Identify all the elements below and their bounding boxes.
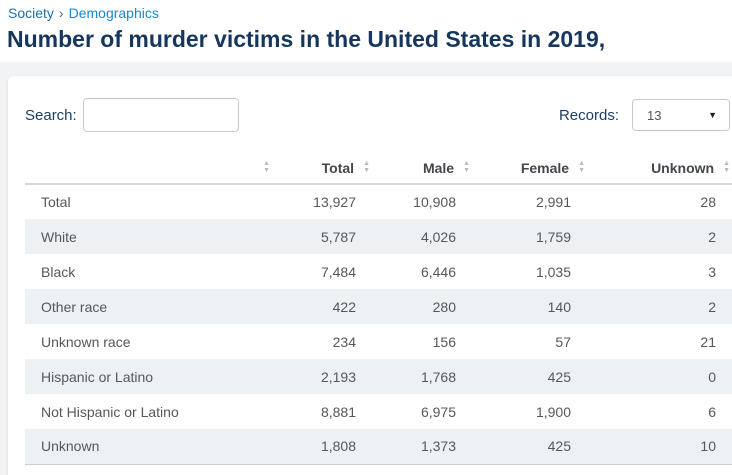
column-header-label: Male xyxy=(422,159,455,176)
sort-icon: ▲ ▼ xyxy=(723,159,730,174)
cell-value: 425 xyxy=(547,368,571,385)
cell-value: 6 xyxy=(708,403,716,420)
cell-value: 2,991 xyxy=(535,194,571,210)
column-header-label: Female xyxy=(520,159,570,176)
column-header-male[interactable]: Male ▲ ▼ xyxy=(380,152,480,185)
table-row: White 5,787 4,026 1,759 2 xyxy=(25,219,732,254)
table-controls: Search: Records: 13 ▼ xyxy=(25,98,730,132)
records-select-value: 13 xyxy=(647,107,662,123)
table-row: Not Hispanic or Latino 8,881 6,975 1,900 6 xyxy=(25,394,732,429)
table-row: Total 13,927 10,908 2,991 28 xyxy=(25,184,732,219)
column-header-blank[interactable]: ▲ ▼ xyxy=(25,152,280,185)
table-card: Search: Records: 13 ▼ xyxy=(8,76,732,475)
cell-value: 1,768 xyxy=(420,368,456,385)
cell-value: 10,908 xyxy=(413,194,456,210)
records-label: Records: xyxy=(558,106,619,124)
sort-icon: ▲ ▼ xyxy=(578,159,585,174)
cell-value: 4,026 xyxy=(420,228,456,245)
breadcrumb-separator: › xyxy=(58,5,64,21)
column-header-female[interactable]: Female ▲ ▼ xyxy=(480,152,595,185)
row-label: Other race xyxy=(41,298,108,315)
search-label: Search: xyxy=(25,106,77,124)
search-input[interactable] xyxy=(82,98,239,132)
caret-down-icon: ▼ xyxy=(708,109,717,120)
table-row: Other race 422 280 140 2 xyxy=(25,289,732,324)
cell-value: 8,881 xyxy=(320,403,356,420)
cell-value: 1,373 xyxy=(380,429,480,465)
cell-value: 7,484 xyxy=(320,263,356,280)
cell-value: 0 xyxy=(708,368,716,385)
cell-value: 13,927 xyxy=(313,194,356,210)
cell-value: 21 xyxy=(700,333,716,350)
cell-value: 280 xyxy=(432,298,456,315)
table-row: Hispanic or Latino 2,193 1,768 425 0 xyxy=(25,359,732,394)
row-label: Unknown race xyxy=(41,333,131,350)
row-label: White xyxy=(41,228,77,245)
cell-value: 1,035 xyxy=(535,263,571,280)
cell-value: 6,446 xyxy=(420,263,456,280)
cell-value: 1,759 xyxy=(535,228,571,245)
cell-value: 5,787 xyxy=(320,228,356,245)
records-group: Records: 13 ▼ xyxy=(559,99,730,131)
breadcrumb: Society › Demographics xyxy=(8,5,159,21)
row-label: Hispanic or Latino xyxy=(41,368,154,385)
cell-value: 3 xyxy=(708,263,716,280)
column-header-label: Unknown xyxy=(651,159,715,176)
page-title: Number of murder victims in the United S… xyxy=(7,26,606,52)
sort-icon: ▲ ▼ xyxy=(463,159,470,174)
cell-value: 425 xyxy=(480,429,595,465)
cell-value: 2 xyxy=(708,228,716,245)
table-row: Unknown 1,808 1,373 425 10 xyxy=(25,429,732,465)
row-label: Not Hispanic or Latino xyxy=(41,403,179,420)
cell-value: 57 xyxy=(555,333,571,350)
column-header-total[interactable]: Total ▲ ▼ xyxy=(280,152,380,185)
table-header: ▲ ▼ Total ▲ ▼ Male ▲ ▼ xyxy=(25,152,732,185)
cell-value: 422 xyxy=(332,298,356,315)
search-group: Search: xyxy=(25,98,239,132)
row-label: Unknown xyxy=(25,429,280,465)
row-label: Total xyxy=(41,194,71,210)
row-label: Black xyxy=(41,263,76,280)
breadcrumb-link-society[interactable]: Society xyxy=(8,5,54,21)
records-select[interactable]: 13 ▼ xyxy=(632,99,730,131)
cell-value: 1,900 xyxy=(535,403,571,420)
column-header-label: Total xyxy=(321,159,355,176)
cell-value: 28 xyxy=(700,194,716,210)
cell-value: 2,193 xyxy=(320,368,356,385)
column-header-unknown[interactable]: Unknown ▲ ▼ xyxy=(595,152,732,185)
cell-value: 156 xyxy=(432,333,456,350)
sort-icon: ▲ ▼ xyxy=(263,159,270,174)
cell-value: 1,808 xyxy=(280,429,380,465)
data-table: ▲ ▼ Total ▲ ▼ Male ▲ ▼ xyxy=(25,152,732,465)
cell-value: 234 xyxy=(332,333,356,350)
cell-value: 2 xyxy=(708,298,716,315)
breadcrumb-link-demographics[interactable]: Demographics xyxy=(68,5,159,21)
table-row: Unknown race 234 156 57 21 xyxy=(25,324,732,359)
table-body: Total 13,927 10,908 2,991 28 White 5,787 4,026 1… xyxy=(25,184,732,465)
sort-icon: ▲ ▼ xyxy=(363,159,370,174)
cell-value: 10 xyxy=(595,429,732,465)
table-row: Black 7,484 6,446 1,035 3 xyxy=(25,254,732,289)
cell-value: 6,975 xyxy=(420,403,456,420)
cell-value: 140 xyxy=(547,298,571,315)
